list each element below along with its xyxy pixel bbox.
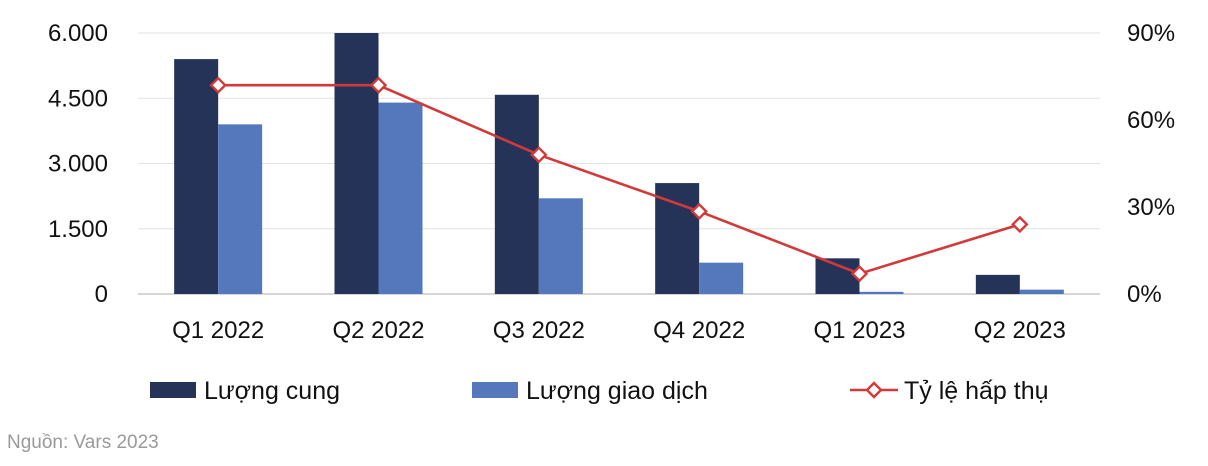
absorption-point	[690, 202, 708, 221]
bar-supply	[815, 258, 860, 294]
bar-transaction	[859, 291, 904, 294]
source-note: Nguồn: Vars 2023	[7, 432, 159, 453]
y-left-tick-label: 1.500	[48, 216, 108, 243]
y-right-tick-label: 0%	[1127, 281, 1162, 308]
absorption-point	[530, 146, 548, 164]
x-tick-label: Q3 2022	[493, 317, 585, 344]
bar-supply	[975, 274, 1020, 294]
y-right-tick-label: 30%	[1127, 194, 1175, 221]
x-tick-label: Q2 2022	[332, 317, 424, 344]
y-left-tick-label: 4.500	[48, 85, 108, 112]
bar-supply	[174, 59, 219, 294]
bar-supply	[334, 33, 379, 294]
bar-transaction	[538, 198, 583, 294]
bar-transaction	[1019, 289, 1064, 294]
bar-transaction	[378, 102, 423, 294]
legend-swatch	[150, 382, 196, 398]
y-left-tick-label: 3.000	[48, 151, 108, 178]
legend-label: Tỷ lệ hấp thụ	[904, 377, 1049, 405]
y-right-tick-label: 60%	[1127, 107, 1175, 134]
x-tick-label: Q4 2022	[653, 317, 745, 344]
bar-supply	[494, 94, 539, 295]
legend-label: Lượng giao dịch	[526, 377, 708, 405]
y-left-tick-label: 6.000	[48, 20, 108, 47]
legend-label: Lượng cung	[204, 377, 340, 405]
y-right-tick-label: 90%	[1127, 20, 1175, 47]
x-tick-label: Q2 2023	[974, 317, 1066, 344]
y-left-tick-label: 0	[95, 281, 108, 308]
legend-marker	[865, 381, 883, 399]
absorption-point	[850, 265, 869, 283]
absorption-point	[209, 76, 227, 94]
bar-supply	[655, 183, 700, 294]
bar-transaction	[699, 262, 744, 294]
bar-transaction	[218, 124, 263, 294]
legend-swatch	[472, 382, 518, 398]
x-tick-label: Q1 2023	[813, 317, 905, 344]
absorption-point	[1011, 215, 1029, 234]
absorption-point	[369, 76, 388, 94]
x-tick-label: Q1 2022	[172, 317, 264, 344]
absorption-line	[218, 83, 1021, 276]
